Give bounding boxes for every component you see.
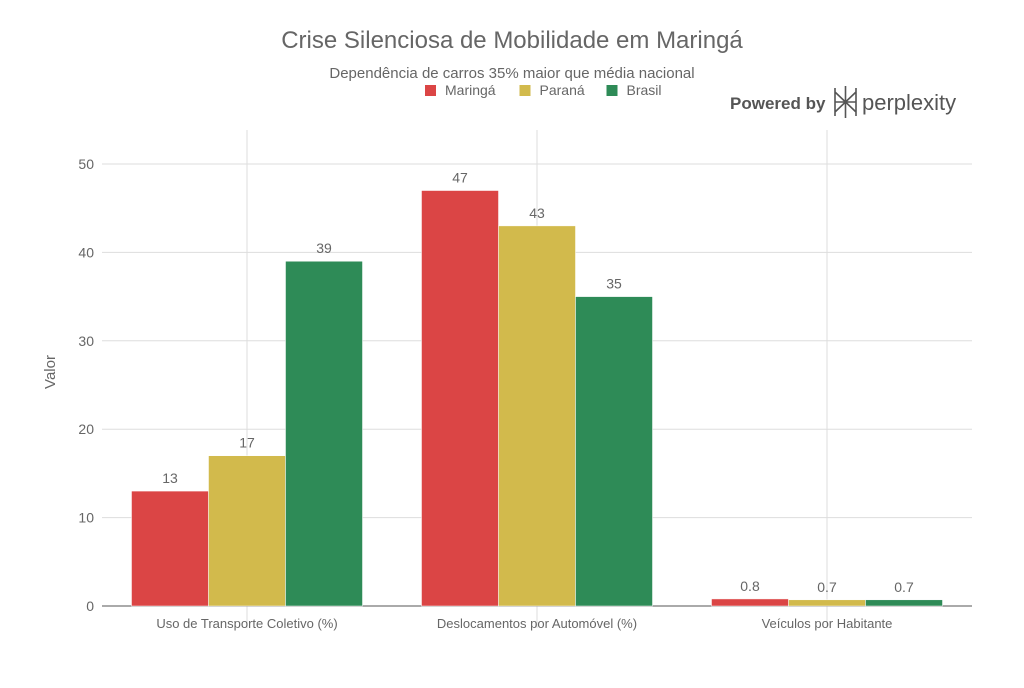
data-label: 43 <box>529 205 545 221</box>
legend-swatch <box>606 85 618 96</box>
data-label: 39 <box>316 240 332 256</box>
legend-label: Brasil <box>627 82 662 98</box>
bar-brasil <box>865 599 943 607</box>
legend: Maringá Paraná Brasil <box>425 82 662 98</box>
x-tick-label: Uso de Transporte Coletivo (%) <box>156 616 337 631</box>
data-label: 0.8 <box>740 578 760 594</box>
bar-brasil <box>575 296 653 607</box>
data-label: 13 <box>162 470 178 486</box>
bar-maringá <box>421 190 499 607</box>
bar-paraná <box>498 225 576 607</box>
data-label: 0.7 <box>817 579 837 595</box>
y-tick-label: 30 <box>78 333 94 349</box>
y-tick-label: 0 <box>86 598 94 614</box>
perplexity-logo-icon <box>834 86 857 118</box>
bar-paraná <box>208 455 286 607</box>
legend-label: Paraná <box>540 82 585 98</box>
legend-swatch <box>425 85 436 96</box>
bar-brasil <box>285 260 363 607</box>
data-label: 17 <box>239 435 255 451</box>
powered-by-branding: Powered by perplexity <box>730 86 956 118</box>
y-axis-label: Valor <box>42 355 59 389</box>
y-tick-label: 20 <box>78 421 94 437</box>
x-tick-label: Veículos por Habitante <box>762 616 893 631</box>
bars: 13 17 39 47 43 35 0.8 0.7 0.7 <box>131 170 943 607</box>
y-tick-label: 50 <box>78 156 94 172</box>
x-tick-label: Deslocamentos por Automóvel (%) <box>437 616 637 631</box>
data-label: 35 <box>606 276 622 292</box>
data-label: 47 <box>452 170 468 186</box>
powered-by-label: Powered by <box>730 94 826 113</box>
bar-paraná <box>788 599 866 607</box>
perplexity-logo-text: perplexity <box>862 90 956 115</box>
chart-subtitle: Dependência de carros 35% maior que médi… <box>329 65 694 82</box>
legend-label: Maringá <box>445 82 496 98</box>
data-label: 0.7 <box>894 579 914 595</box>
bar-maringá <box>711 598 789 607</box>
y-tick-label: 40 <box>78 244 94 260</box>
y-tick-label: 10 <box>78 510 94 526</box>
bar-maringá <box>131 490 209 607</box>
legend-swatch <box>519 85 531 96</box>
chart-title: Crise Silenciosa de Mobilidade em Maring… <box>281 27 743 54</box>
